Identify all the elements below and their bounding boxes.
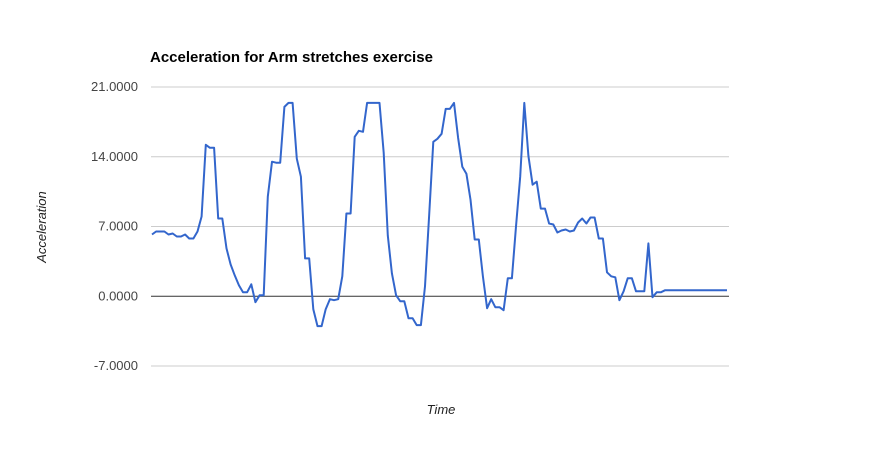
gridlines <box>151 86 729 367</box>
y-tick-label: 7.0000 <box>98 219 138 234</box>
y-tick-label: 21.0000 <box>91 79 138 94</box>
y-tick-label: 0.0000 <box>98 288 138 303</box>
y-tick-label: -7.0000 <box>94 358 138 373</box>
chart-title: Acceleration for Arm stretches exercise <box>150 49 433 66</box>
x-axis-label: Time <box>427 402 456 417</box>
y-axis-ticks: 21.0000 14.0000 7.0000 0.0000 -7.0000 <box>91 79 138 373</box>
y-axis-label: Acceleration <box>34 191 49 264</box>
series-group <box>151 101 727 328</box>
y-tick-label: 14.0000 <box>91 149 138 164</box>
series-line <box>151 101 727 328</box>
